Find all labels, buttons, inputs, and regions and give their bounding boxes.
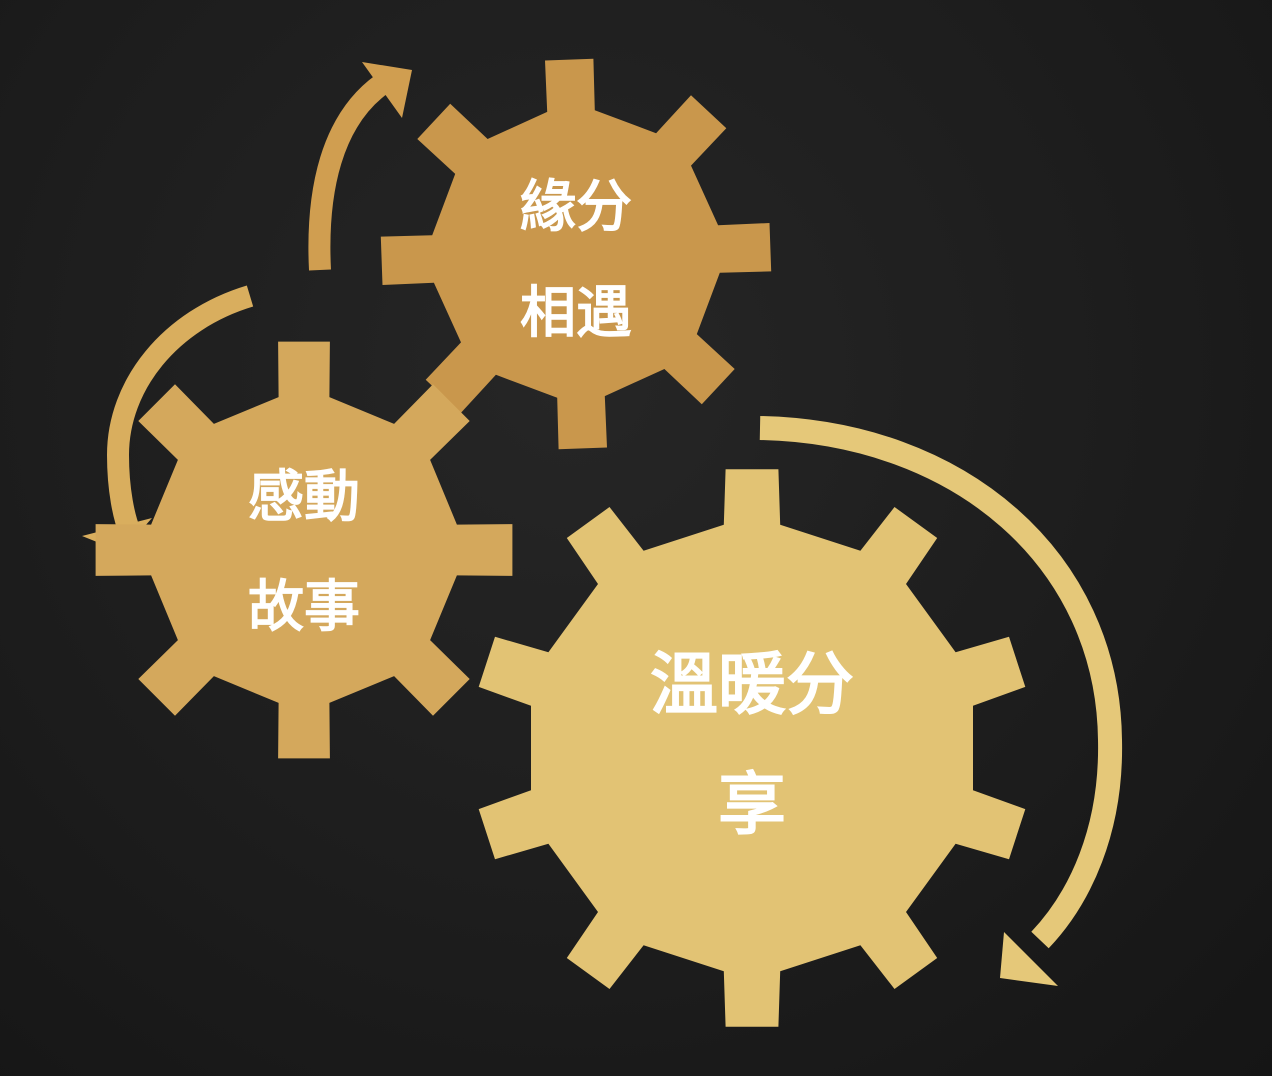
gear-top-label-line1: 緣分: [520, 175, 632, 240]
arrow-top-head: [362, 62, 412, 118]
gear-left: 感動 故事: [95, 341, 513, 759]
arrow-left-shaft: [106, 285, 254, 537]
arrow-big-head: [1000, 932, 1058, 986]
gear-big-label-line2: 享: [718, 766, 786, 845]
curved-arrow-icon-big: [759, 416, 1123, 986]
gear-icon-left: [95, 341, 513, 759]
arrow-top-shaft: [308, 75, 389, 271]
curved-arrow-icon-top: [308, 62, 412, 271]
gear-big: 溫暖分 享: [478, 469, 1026, 1027]
gear-left-label-line1: 感動: [248, 465, 360, 530]
gear-left-label-line2: 故事: [248, 575, 360, 640]
gear-top: 緣分 相遇: [380, 58, 772, 450]
gear-big-label-line1: 溫暖分: [650, 646, 854, 725]
gear-icon-top: [380, 58, 772, 450]
gear-top-label-line2: 相遇: [520, 281, 632, 346]
arrow-big-shaft: [759, 416, 1123, 949]
gear-icon-big: [478, 469, 1026, 1027]
